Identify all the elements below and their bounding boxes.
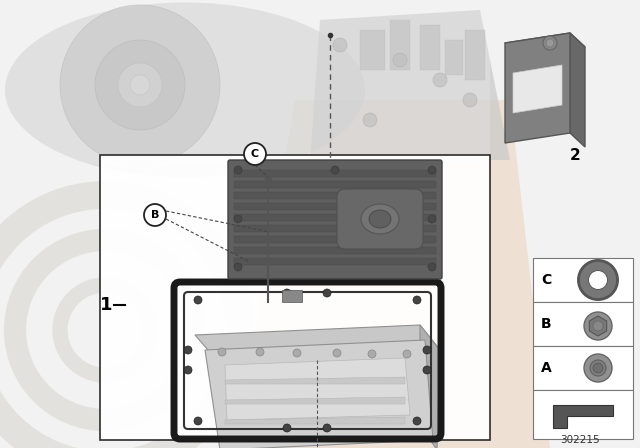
Text: C: C — [251, 149, 259, 159]
Text: 2: 2 — [570, 147, 580, 163]
FancyBboxPatch shape — [228, 160, 442, 279]
Circle shape — [584, 312, 612, 340]
Bar — [234, 170, 436, 177]
Text: 302215: 302215 — [560, 435, 600, 445]
Circle shape — [218, 348, 226, 356]
Bar — [234, 247, 436, 254]
Bar — [360, 30, 385, 70]
Circle shape — [584, 354, 612, 382]
Bar — [533, 390, 633, 439]
Bar — [282, 290, 302, 302]
Bar — [533, 258, 633, 302]
Circle shape — [428, 166, 436, 174]
Polygon shape — [205, 340, 433, 448]
Circle shape — [184, 366, 192, 374]
Bar — [533, 302, 633, 346]
Circle shape — [428, 263, 436, 271]
Bar — [234, 203, 436, 210]
Bar — [533, 346, 633, 390]
Circle shape — [423, 366, 431, 374]
Circle shape — [368, 350, 376, 358]
Polygon shape — [420, 325, 440, 448]
Circle shape — [194, 417, 202, 425]
Circle shape — [130, 75, 150, 95]
Bar — [234, 192, 436, 199]
Polygon shape — [505, 33, 570, 143]
Circle shape — [590, 360, 606, 376]
Bar — [420, 25, 440, 70]
Bar — [234, 214, 436, 221]
Bar — [390, 20, 410, 70]
Polygon shape — [195, 325, 440, 358]
Circle shape — [293, 349, 301, 357]
Circle shape — [403, 350, 411, 358]
Circle shape — [331, 166, 339, 174]
Polygon shape — [553, 405, 613, 428]
Circle shape — [363, 113, 377, 127]
Polygon shape — [513, 65, 562, 113]
Text: B: B — [541, 317, 552, 331]
Circle shape — [283, 424, 291, 432]
Circle shape — [323, 424, 331, 432]
Bar — [234, 258, 436, 265]
FancyBboxPatch shape — [337, 189, 423, 249]
Ellipse shape — [369, 210, 391, 228]
Circle shape — [60, 5, 220, 165]
Polygon shape — [310, 10, 510, 160]
Circle shape — [118, 63, 162, 107]
Circle shape — [234, 166, 242, 174]
Polygon shape — [225, 358, 410, 420]
Bar — [465, 30, 485, 80]
Circle shape — [593, 321, 603, 331]
Text: 1: 1 — [99, 296, 112, 314]
Polygon shape — [235, 100, 550, 448]
Bar — [234, 181, 436, 188]
Circle shape — [423, 346, 431, 354]
Circle shape — [234, 263, 242, 271]
Bar — [445, 40, 463, 75]
Polygon shape — [225, 377, 405, 384]
Circle shape — [184, 346, 192, 354]
Ellipse shape — [361, 204, 399, 234]
Bar — [100, 155, 490, 440]
Circle shape — [413, 296, 421, 304]
Circle shape — [256, 348, 264, 356]
Ellipse shape — [5, 3, 365, 177]
Circle shape — [543, 36, 557, 50]
Circle shape — [283, 289, 291, 297]
Circle shape — [333, 38, 347, 52]
Polygon shape — [505, 33, 585, 57]
Circle shape — [593, 363, 603, 373]
Bar — [234, 225, 436, 232]
Circle shape — [463, 93, 477, 107]
Circle shape — [433, 73, 447, 87]
Text: A: A — [541, 361, 552, 375]
Bar — [0, 0, 490, 165]
Circle shape — [244, 143, 266, 165]
Circle shape — [144, 204, 166, 226]
Circle shape — [546, 39, 554, 47]
Text: B: B — [151, 210, 159, 220]
Circle shape — [413, 417, 421, 425]
Circle shape — [333, 349, 341, 357]
Circle shape — [589, 271, 607, 289]
Circle shape — [428, 215, 436, 223]
Circle shape — [194, 296, 202, 304]
Polygon shape — [225, 417, 405, 424]
Circle shape — [323, 289, 331, 297]
Polygon shape — [570, 33, 585, 147]
Circle shape — [95, 40, 185, 130]
Text: C: C — [541, 273, 551, 287]
Bar — [234, 236, 436, 243]
Circle shape — [234, 215, 242, 223]
Polygon shape — [589, 316, 607, 336]
Circle shape — [393, 53, 407, 67]
Polygon shape — [225, 397, 405, 404]
